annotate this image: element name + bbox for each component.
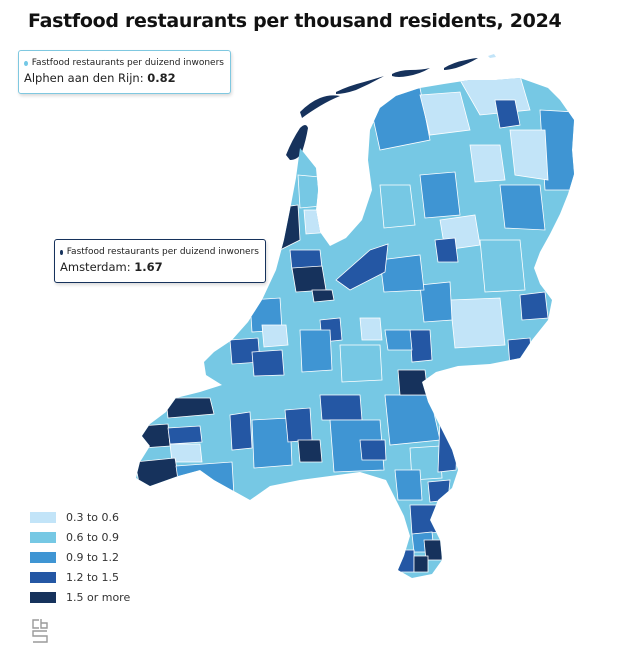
legend-swatch <box>30 571 56 583</box>
tooltip-value: 1.67 <box>134 260 163 274</box>
legend-swatch <box>30 551 56 563</box>
tooltip-region: Amsterdam <box>60 260 127 274</box>
legend-item-1.2-1.5[interactable]: 1.2 to 1.5 <box>30 567 130 587</box>
legend-item-0.3-0.6[interactable]: 0.3 to 0.6 <box>30 507 130 527</box>
tooltip-value-line: Amsterdam: 1.67 <box>60 260 163 274</box>
legend: 0.3 to 0.6 0.6 to 0.9 0.9 to 1.2 1.2 to … <box>30 507 130 607</box>
legend-item-0.9-1.2[interactable]: 0.9 to 1.2 <box>30 547 130 567</box>
legend-swatch <box>30 511 56 523</box>
legend-item-1.5-plus[interactable]: 1.5 or more <box>30 587 130 607</box>
legend-swatch <box>30 591 56 603</box>
series-dot-icon <box>24 60 28 66</box>
tooltip-value-line: Alphen aan den Rijn: 0.82 <box>24 71 176 85</box>
series-dot-icon <box>60 249 63 255</box>
tooltip-series-label: Fastfood restaurants per duizend inwoner… <box>60 246 259 258</box>
tooltip-alphen-aan-den-rijn: Fastfood restaurants per duizend inwoner… <box>18 50 231 94</box>
wadden-islands <box>286 54 496 160</box>
tooltip-region: Alphen aan den Rijn <box>24 71 140 85</box>
tooltip-value: 0.82 <box>147 71 176 85</box>
legend-swatch <box>30 531 56 543</box>
tooltip-series-label: Fastfood restaurants per duizend inwoner… <box>24 57 224 69</box>
tooltip-amsterdam: Fastfood restaurants per duizend inwoner… <box>54 239 266 283</box>
legend-item-0.6-0.9[interactable]: 0.6 to 0.9 <box>30 527 130 547</box>
chart-title: Fastfood restaurants per thousand reside… <box>28 10 562 32</box>
cbs-logo-icon <box>32 619 48 643</box>
municipalities[interactable] <box>130 60 590 600</box>
